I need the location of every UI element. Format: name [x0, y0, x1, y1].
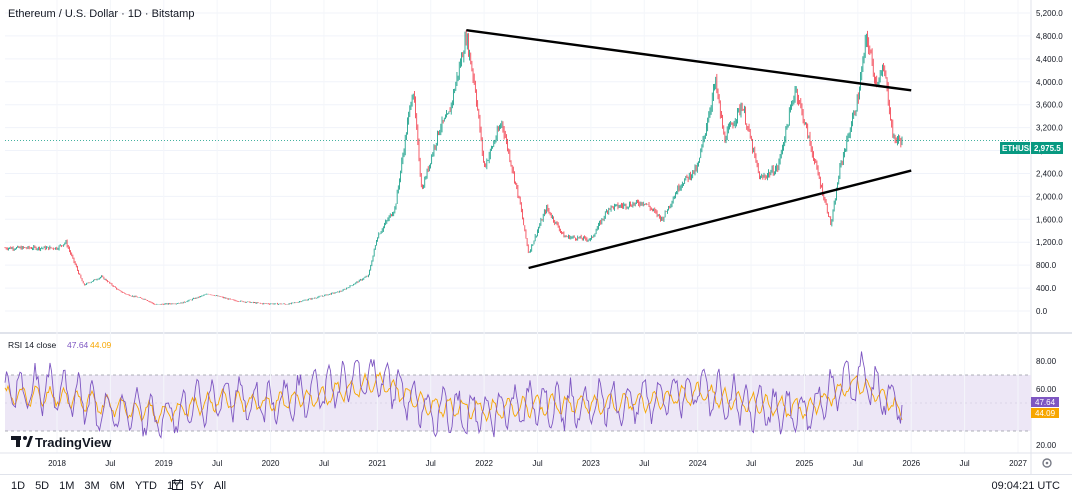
time-axis-label: Jul [959, 459, 969, 468]
rsi-value-box [1031, 397, 1059, 407]
range-6m-button[interactable]: 6M [109, 480, 125, 492]
rsi-tick-label: 80.00 [1036, 357, 1057, 366]
price-tick-label: 2,000.0 [1036, 192, 1063, 201]
time-axis-label: Jul [532, 459, 542, 468]
range-5d-button[interactable]: 5D [35, 480, 50, 492]
range-1m-button[interactable]: 1M [59, 480, 75, 492]
range-1d-button[interactable]: 1D [11, 480, 26, 492]
rsi-ma-tag: 44.09 [1035, 409, 1056, 418]
price-tick-label: 5,200.0 [1036, 9, 1063, 18]
rsi-ma-value: 44.09 [90, 340, 112, 350]
time-axis-label: Jul [639, 459, 649, 468]
rsi-value-labels: 47.64 44.09 [1031, 397, 1059, 418]
candles [4, 30, 903, 305]
rsi-legend[interactable]: RSI 14 close 47.64 44.09 [8, 340, 112, 350]
range-3m-button[interactable]: 3M [84, 480, 100, 492]
time-axis-label: Jul [853, 459, 863, 468]
time-axis-label: 2021 [368, 459, 386, 468]
price-chart[interactable]: 5,200.0 4,800.0 4,400.0 4,000.0 3,600.0 3,200… [0, 0, 1072, 474]
watermark-text: TradingView [35, 435, 112, 450]
time-axis-label: Jul [746, 459, 756, 468]
price-tick-label: 400.0 [1036, 284, 1057, 293]
time-axis-label: 2024 [689, 459, 707, 468]
time-axis-label: 2019 [155, 459, 173, 468]
trendline-lower[interactable] [528, 169, 912, 270]
ticker-symbol-box [1000, 142, 1030, 154]
time-axis-label: Jul [105, 459, 115, 468]
price-tick-label: 800.0 [1036, 261, 1057, 270]
rsi-value-tag: 47.64 [1035, 398, 1056, 407]
time-axis-label: 2020 [262, 459, 280, 468]
bottom-toolbar: 1D 5D 1M 3M 6M YTD 1Y 5Y All 09:04:21 UTC [0, 474, 1072, 499]
rsi-tick-label: 60.00 [1036, 385, 1057, 394]
price-tick-label: 4,000.0 [1036, 78, 1063, 87]
utc-clock[interactable]: 09:04:21 UTC [991, 480, 1060, 492]
price-tick-label: 1,600.0 [1036, 215, 1063, 224]
price-tick-label: 2,400.0 [1036, 169, 1063, 178]
price-tick-label: 3,200.0 [1036, 124, 1063, 133]
range-buttons: 1D 5D 1M 3M 6M YTD 1Y 5Y All [6, 475, 231, 497]
range-all-button[interactable]: All [213, 480, 227, 492]
last-price-box [1031, 142, 1063, 154]
price-tick-label: 1,200.0 [1036, 238, 1063, 247]
gear-icon[interactable] [1042, 458, 1052, 468]
price-ticker: ETHUSD 2,975.5 [1000, 142, 1063, 154]
price-tick-label: 0.0 [1036, 307, 1048, 316]
rsi-tick-label: 20.00 [1036, 441, 1057, 450]
price-tick-label: 4,400.0 [1036, 55, 1063, 64]
price-tick-label: 3,600.0 [1036, 101, 1063, 110]
time-axis-label: Jul [426, 459, 436, 468]
tradingview-logo-icon [11, 436, 33, 447]
rsi-ma-box [1031, 408, 1059, 418]
time-axis-label: 2027 [1009, 459, 1027, 468]
calendar-icon[interactable] [172, 479, 183, 490]
time-axis-label: 2022 [475, 459, 493, 468]
trendline-upper[interactable] [466, 29, 912, 92]
rsi-line [4, 351, 903, 439]
time-axis-label: 2018 [48, 459, 66, 468]
time-axis-label: Jul [212, 459, 222, 468]
ticker-symbol: ETHUSD [1002, 144, 1035, 153]
symbol-title[interactable]: Ethereum / U.S. Dollar · 1D · Bitstamp [8, 8, 194, 20]
time-axis-label: 2023 [582, 459, 600, 468]
range-ytd-button[interactable]: YTD [134, 480, 157, 492]
time-axis-label: 2025 [796, 459, 814, 468]
time-axis-label: Jul [319, 459, 329, 468]
last-price: 2,975.5 [1034, 144, 1061, 153]
rsi-value: 47.64 [67, 340, 89, 350]
rsi-title: RSI 14 close [8, 340, 56, 350]
tradingview-watermark: TradingView [11, 435, 112, 450]
time-axis-label: 2026 [902, 459, 920, 468]
range-5y-button[interactable]: 5Y [190, 480, 204, 492]
price-tick-label: 4,800.0 [1036, 32, 1063, 41]
